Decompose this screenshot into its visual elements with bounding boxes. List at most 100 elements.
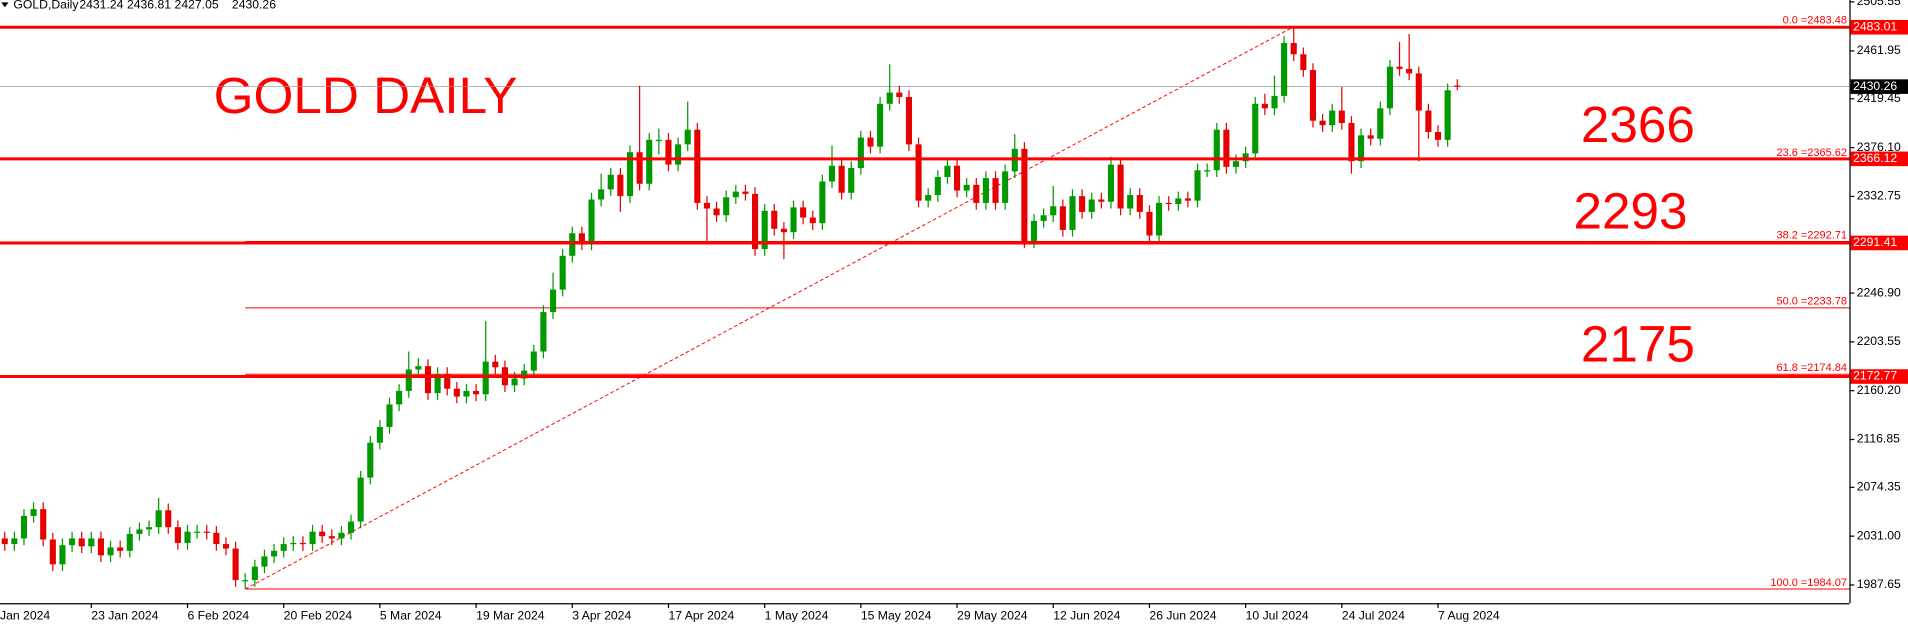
fib-trendline [244, 26, 1294, 590]
candle-body [59, 545, 66, 565]
y-tick-label: 2505.55 [1857, 0, 1901, 8]
menu-triangle [1, 2, 9, 8]
candle-body [396, 390, 403, 405]
candle-body [213, 532, 220, 545]
candle-body [1175, 198, 1182, 205]
candle-body [40, 509, 47, 540]
candle-body [261, 556, 268, 567]
candle-body [549, 289, 557, 313]
candle-body [1377, 108, 1384, 139]
candle-body [665, 139, 672, 165]
candle-body [732, 191, 739, 198]
candle-body [1329, 110, 1336, 126]
candle-body [1204, 170, 1211, 172]
candle-body [424, 366, 432, 394]
candle-body [492, 361, 499, 368]
candle-body [867, 137, 874, 147]
fib-label: 61.8 =2174.84 [1777, 362, 1847, 374]
candle-body [1252, 103, 1259, 154]
candle-body [1136, 195, 1143, 212]
candle-body [607, 174, 614, 190]
x-tick-label: 24 Jul 2024 [1342, 609, 1405, 623]
candle-body [1338, 110, 1345, 123]
fib-label: 23.6 =2365.62 [1777, 147, 1847, 159]
candle-body [184, 531, 191, 543]
candle-body [405, 369, 412, 391]
candle-body [1002, 171, 1009, 203]
y-tick-label: 2419.45 [1857, 91, 1901, 105]
candle-body [145, 527, 153, 530]
annotation: 2175 [1581, 316, 1695, 373]
candle-body [578, 233, 585, 244]
candle-body [1386, 66, 1393, 109]
candle-body [761, 210, 768, 250]
candle-body [299, 542, 306, 545]
level-tag-label: 2483.01 [1853, 19, 1897, 33]
candle-body [1358, 135, 1365, 162]
price-tag-label: 2430.26 [1853, 79, 1897, 93]
header-high: 2436.81 [127, 0, 171, 12]
candle-body [1425, 110, 1432, 132]
candle-body [338, 532, 345, 539]
x-tick-label: 19 Mar 2024 [476, 609, 545, 623]
candle-body [11, 538, 18, 545]
candle-body [463, 390, 470, 397]
candle-body [1127, 195, 1134, 209]
fib-label: 0.0 =2483.48 [1783, 15, 1847, 27]
candle-body [309, 531, 316, 545]
candle-body [1069, 196, 1076, 230]
candle-body [954, 165, 961, 191]
candle-body [20, 515, 28, 539]
candle-body [1146, 211, 1153, 236]
candle-body [1050, 206, 1057, 216]
candle-body [925, 195, 932, 201]
candle-body [723, 197, 730, 216]
candle-body [751, 193, 759, 250]
candle-body [800, 207, 807, 218]
candle-body [1107, 164, 1115, 202]
candle-body [1165, 202, 1172, 205]
level-tag-label: 2291.41 [1853, 235, 1897, 249]
candle-body [905, 97, 913, 145]
candle-body [540, 312, 547, 352]
candle-body [1223, 129, 1230, 167]
candle-body [1309, 70, 1317, 121]
level-tag [1850, 151, 1908, 167]
header-open: 2431.24 [79, 0, 123, 12]
candle-body [877, 103, 884, 147]
candle-body [838, 165, 845, 193]
candle-body [69, 538, 76, 546]
candle-body [771, 210, 778, 229]
candle-body [626, 152, 634, 197]
candle-body [1271, 95, 1278, 109]
candle-body [347, 521, 355, 533]
candle-body [386, 404, 393, 427]
candle-body [473, 390, 480, 395]
candle-body [415, 366, 422, 370]
candle-body [944, 165, 951, 177]
candle-body [588, 199, 595, 244]
candle-body [1434, 131, 1442, 140]
candle-body [713, 208, 720, 216]
candle-body [30, 509, 37, 516]
annotation: 2293 [1574, 182, 1688, 239]
candle-body [703, 202, 711, 209]
candle-body [896, 92, 903, 98]
candle-body [434, 374, 441, 394]
candle-body [819, 181, 826, 224]
candle-body [251, 566, 258, 581]
candle-body [675, 144, 682, 165]
y-tick-label: 2203.55 [1857, 334, 1901, 348]
candle-body [1319, 120, 1326, 126]
candle-body [319, 531, 326, 537]
candle-body [617, 174, 624, 197]
candle-body [848, 167, 855, 193]
candle-body [88, 538, 95, 547]
candle-body [530, 351, 537, 371]
candle-body [569, 233, 576, 256]
candle-body [886, 92, 893, 104]
candle-body [290, 542, 297, 545]
candle-body [376, 426, 383, 443]
fib-label: 50.0 =2233.78 [1777, 296, 1847, 308]
